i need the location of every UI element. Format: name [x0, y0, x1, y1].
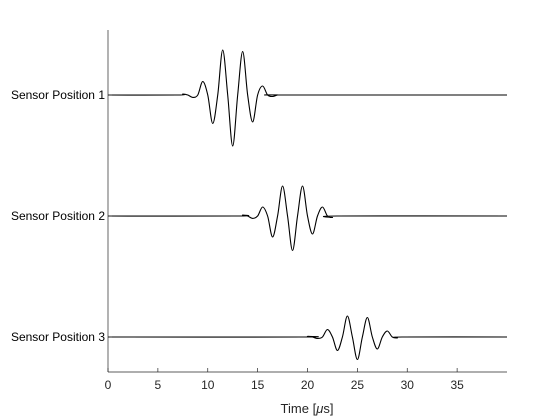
- traces: [107, 49, 508, 361]
- trace-sensor-position-1: [107, 49, 507, 147]
- x-axis-title-unit-symbol: μ: [315, 401, 323, 416]
- x-tick-label: 15: [251, 378, 265, 392]
- x-tick-label: 5: [155, 378, 162, 392]
- trace-sensor-position-2: [107, 185, 508, 252]
- x-axis-title: Time [μs]: [281, 401, 334, 416]
- x-ticks: 0 5 10 15 20 25 30 35: [105, 368, 464, 392]
- row-label-sensor-position-3: Sensor Position 3: [11, 330, 105, 344]
- x-axis-title-prefix: Time [: [281, 401, 317, 416]
- x-tick-label: 20: [301, 378, 315, 392]
- x-axis-title-suffix: s]: [323, 401, 333, 416]
- plot-frame: [107, 30, 507, 373]
- x-tick-label: 25: [351, 378, 365, 392]
- x-tick-label: 10: [201, 378, 215, 392]
- row-labels: Sensor Position 1 Sensor Position 2 Sensor…: [11, 88, 112, 344]
- x-tick-label: 30: [401, 378, 415, 392]
- x-tick-label: 35: [450, 378, 464, 392]
- row-label-sensor-position-2: Sensor Position 2: [11, 209, 105, 223]
- row-label-sensor-position-1: Sensor Position 1: [11, 88, 105, 102]
- x-tick-label: 0: [105, 378, 112, 392]
- trace-sensor-position-3: [107, 315, 508, 361]
